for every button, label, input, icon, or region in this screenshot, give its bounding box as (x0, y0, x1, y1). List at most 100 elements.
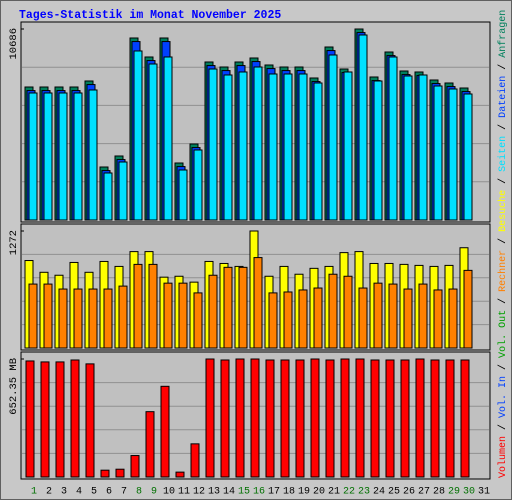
x-tick-label: 24 (373, 487, 385, 498)
bar (343, 275, 353, 349)
bar (448, 88, 458, 221)
bar (418, 74, 428, 221)
x-tick-label: 25 (388, 487, 400, 498)
bar (433, 85, 443, 221)
legend-separator: / (497, 364, 509, 370)
x-tick-label: 8 (136, 487, 142, 498)
bar (208, 274, 218, 349)
x-tick-label: 15 (238, 487, 250, 498)
x-tick-label: 9 (151, 487, 157, 498)
bar (88, 89, 98, 221)
bar (193, 149, 203, 221)
bar (298, 73, 308, 221)
x-tick-label: 1 (31, 487, 37, 498)
bar (373, 282, 383, 349)
bar (328, 273, 338, 349)
bar (118, 161, 128, 221)
x-tick-label: 28 (433, 487, 445, 498)
bar (268, 73, 278, 221)
bar (163, 56, 173, 221)
bar (388, 56, 398, 221)
bar (418, 283, 428, 349)
bar (343, 71, 353, 221)
bar (463, 269, 473, 349)
bar (415, 358, 425, 478)
x-tick-label: 5 (91, 487, 97, 498)
bar (238, 266, 248, 349)
x-tick-label: 6 (106, 487, 112, 498)
bar (403, 75, 413, 221)
bar (388, 283, 398, 349)
legend-separator: / (497, 178, 509, 184)
bar (250, 358, 260, 478)
x-tick-label: 13 (208, 487, 220, 498)
bar (133, 50, 143, 221)
bar (433, 289, 443, 349)
bar (25, 360, 35, 478)
x-tick-label: 30 (463, 487, 475, 498)
bar (298, 289, 308, 349)
bar (448, 288, 458, 349)
legend-separator: / (497, 238, 509, 244)
bar (373, 80, 383, 221)
legend-entry: Vol. In (497, 376, 509, 418)
x-tick-label: 26 (403, 487, 415, 498)
x-tick-label: 23 (358, 487, 370, 498)
legend-entry: Rechner (497, 250, 509, 292)
bar (430, 359, 440, 478)
bar (385, 359, 395, 478)
bar (133, 263, 143, 349)
bar (40, 361, 50, 478)
bar (253, 257, 263, 349)
legend-separator: / (497, 424, 509, 430)
bar (238, 71, 248, 221)
bar (460, 359, 470, 478)
bar (28, 283, 38, 349)
bar (313, 82, 323, 221)
bar (103, 288, 113, 349)
bar (208, 68, 218, 221)
bar (88, 288, 98, 349)
bar (283, 73, 293, 221)
x-tick-label: 19 (298, 487, 310, 498)
x-tick-label: 20 (313, 487, 325, 498)
bar (340, 358, 350, 478)
bar (358, 34, 368, 221)
bar (100, 469, 110, 478)
bar (223, 266, 233, 349)
x-tick-label: 7 (121, 487, 127, 498)
x-tick-label: 10 (163, 487, 175, 498)
bar (130, 455, 140, 478)
bar (205, 358, 215, 478)
legend-entry: Seiten (497, 136, 509, 172)
x-tick-label: 2 (46, 487, 52, 498)
bar (325, 359, 335, 478)
bar (73, 92, 83, 221)
bar (103, 172, 113, 221)
bar (85, 363, 95, 478)
bar (220, 359, 230, 478)
bar (58, 92, 68, 221)
bar (28, 92, 38, 221)
legend: Volumen / Vol. In / Vol. Out / Rechner / Besuche… (497, 10, 509, 478)
bar (403, 288, 413, 349)
x-tick-label: 4 (76, 487, 82, 498)
bar (265, 359, 275, 478)
x-tick-label: 31 (478, 487, 490, 498)
bar (175, 471, 185, 478)
bar (358, 287, 368, 349)
x-tick-label: 12 (193, 487, 205, 498)
x-tick-label: 21 (328, 487, 340, 498)
bar (295, 359, 305, 478)
chart-title: Tages-Statistik im Monat November 2025 (19, 9, 281, 22)
legend-separator: / (497, 64, 509, 70)
bar (118, 285, 128, 349)
bar (43, 283, 53, 349)
bar (253, 66, 263, 221)
bar (178, 169, 188, 221)
legend-entry: Volumen (497, 436, 509, 478)
bar (55, 361, 65, 478)
bar (370, 359, 380, 478)
